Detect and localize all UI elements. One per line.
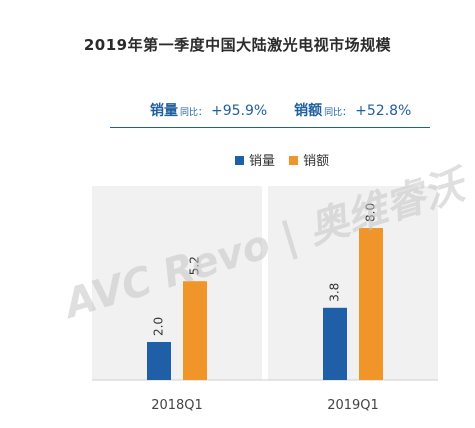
bar — [183, 281, 207, 380]
data-label: 8.0 — [364, 203, 378, 222]
growth-revenue-label: 销额 — [294, 103, 323, 119]
legend-label-revenue: 销额 — [303, 154, 330, 169]
growth-revenue-value: +52.8% — [355, 103, 412, 119]
category-panel — [268, 186, 438, 380]
category-panel — [92, 186, 262, 380]
data-label: 3.8 — [328, 283, 342, 302]
x-tick-label: 2018Q1 — [151, 398, 203, 413]
chart-title: 2019年第一季度中国大陆激光电视市场规模 — [83, 36, 392, 54]
growth-volume-value: +95.9% — [211, 103, 268, 119]
legend-swatch-volume — [235, 156, 244, 165]
bar — [147, 342, 171, 380]
growth-volume-sub: 同比： — [180, 108, 208, 118]
data-label: 2.0 — [152, 317, 166, 336]
bar — [359, 228, 383, 380]
growth-summary: 销量 同比： +95.9% 销额 同比： +52.8% — [150, 100, 411, 122]
legend-swatch-revenue — [289, 156, 299, 165]
bar — [323, 307, 347, 380]
x-tick-label: 2019Q1 — [327, 398, 379, 413]
growth-divider — [110, 127, 430, 128]
growth-revenue-sub: 同比： — [324, 108, 352, 118]
legend-item-revenue: 销额 — [289, 150, 329, 169]
legend-item-volume: 销量 — [235, 150, 275, 169]
legend-label-volume: 销量 — [249, 154, 276, 169]
chart-legend: 销量 销额 — [235, 150, 339, 169]
growth-volume-label: 销量 — [150, 103, 178, 119]
data-label: 5.2 — [188, 256, 202, 275]
